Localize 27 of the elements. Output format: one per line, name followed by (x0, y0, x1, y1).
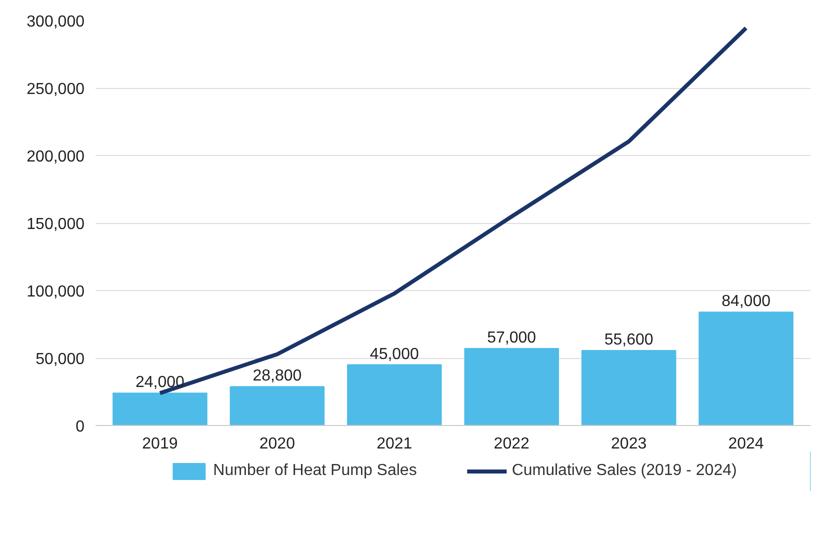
y-tick-label: 200,000 (26, 148, 85, 166)
bar (464, 348, 559, 426)
bar (698, 312, 794, 426)
y-tick-label: 100,000 (26, 284, 85, 300)
x-tick-label: 2019 (142, 436, 178, 452)
legend-label: Number of Heat Pump Sales (213, 462, 417, 480)
bar (347, 364, 442, 426)
x-tick-label: 2024 (728, 436, 764, 452)
y-tick-label: 50,000 (36, 351, 85, 368)
data-label: 57,000 (487, 330, 536, 347)
data-label: 45,000 (370, 346, 419, 363)
x-tick-label: 2022 (494, 436, 530, 452)
y-tick-label: 250,000 (26, 81, 85, 98)
y-tick-label: 0 (76, 418, 85, 436)
data-label: 55,600 (604, 331, 654, 348)
y-tick-label: 150,000 (26, 216, 85, 233)
data-label: 24,000 (136, 374, 185, 392)
x-tick-label: 2020 (259, 436, 296, 452)
data-label: 84,000 (722, 293, 771, 310)
bar (581, 350, 676, 426)
y-tick-label: 300,000 (26, 14, 85, 30)
x-tick-label: 2021 (376, 436, 412, 452)
bar (112, 392, 208, 426)
legend-label: Cumulative Sales (2019 - 2024) (512, 462, 737, 480)
x-tick-label: 2023 (611, 436, 647, 452)
data-label: 28,800 (252, 368, 302, 385)
bar (230, 386, 325, 426)
